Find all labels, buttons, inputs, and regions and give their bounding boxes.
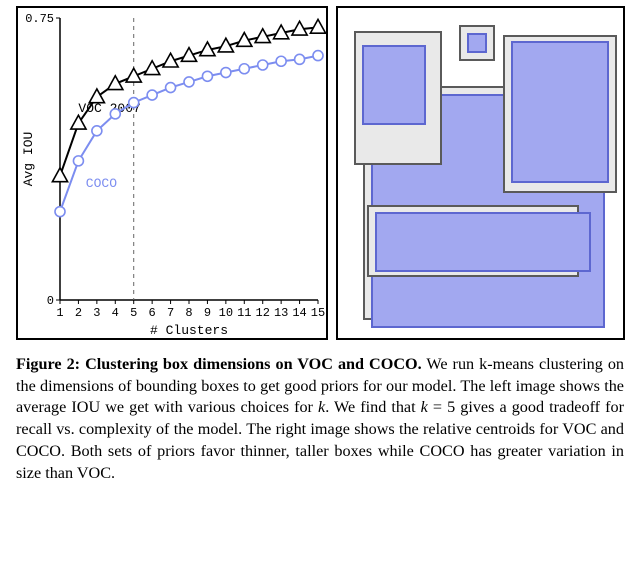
figure-title: Clustering box dimensions on VOC and COC… [85, 355, 422, 373]
svg-text:11: 11 [237, 306, 251, 320]
iou-chart: 00.75123456789101112131415VOC 2007COCO# … [18, 8, 326, 338]
figure-number: Figure 2: [16, 355, 80, 373]
svg-text:10: 10 [219, 306, 233, 320]
svg-text:12: 12 [256, 306, 270, 320]
svg-text:5: 5 [130, 306, 137, 320]
svg-text:9: 9 [204, 306, 211, 320]
figure-caption: Figure 2: Clustering box dimensions on V… [16, 354, 624, 484]
boxes-panel [336, 6, 625, 340]
svg-text:15: 15 [311, 306, 325, 320]
svg-text:13: 13 [274, 306, 288, 320]
figure-wrap: 00.75123456789101112131415VOC 2007COCO# … [0, 0, 640, 514]
svg-text:0.75: 0.75 [25, 12, 54, 26]
svg-text:3: 3 [93, 306, 100, 320]
svg-text:7: 7 [167, 306, 174, 320]
svg-text:COCO: COCO [86, 176, 117, 191]
figure-body: We run k-means clustering on the dimensi… [16, 355, 624, 482]
cluster-boxes [338, 8, 623, 338]
svg-text:2: 2 [75, 306, 82, 320]
svg-text:# Clusters: # Clusters [150, 323, 228, 338]
svg-text:4: 4 [112, 306, 119, 320]
svg-text:0: 0 [47, 294, 54, 308]
svg-text:6: 6 [149, 306, 156, 320]
svg-text:1: 1 [56, 306, 63, 320]
figure-panels: 00.75123456789101112131415VOC 2007COCO# … [16, 6, 624, 340]
svg-text:14: 14 [292, 306, 306, 320]
svg-text:8: 8 [185, 306, 192, 320]
chart-panel: 00.75123456789101112131415VOC 2007COCO# … [16, 6, 328, 340]
svg-text:Avg IOU: Avg IOU [21, 132, 36, 187]
